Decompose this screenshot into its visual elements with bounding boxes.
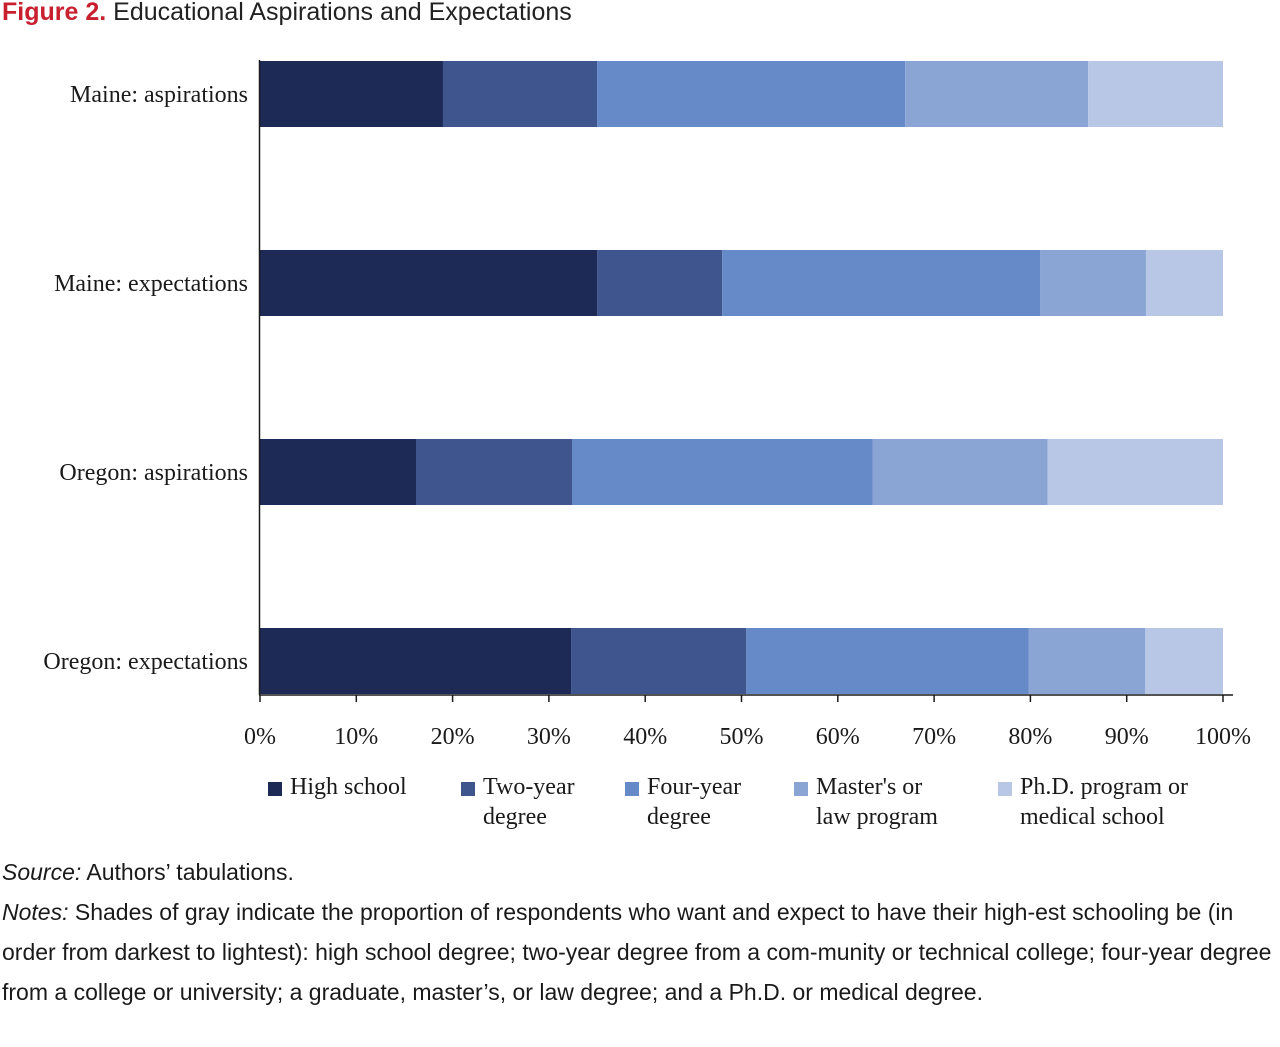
x-tick-label: 20% [431, 724, 475, 750]
bar-segment-0-2 [597, 61, 906, 127]
bar-segment-2-2 [572, 439, 873, 505]
x-tick-label: 0% [244, 724, 276, 750]
notes-paragraph: Notes: Shades of gray indicate the propo… [2, 892, 1278, 1012]
category-labels: Maine: aspirations Maine: expectations Ore… [43, 82, 248, 675]
bar-segment-1-1 [597, 250, 723, 316]
category-label: Oregon: aspirations [59, 460, 248, 486]
category-label: Maine: expectations [54, 271, 248, 297]
figure-title: Figure 2. Educational Aspirations and Ex… [2, 0, 572, 27]
stacked-bar-chart: Maine: aspirations Maine: expectations Ore… [43, 60, 1251, 750]
category-label: Oregon: expectations [43, 649, 248, 675]
bar-segment-3-1 [571, 628, 747, 694]
notes-text: Shades of gray indicate the proportion o… [2, 899, 1272, 1005]
bar-segment-0-3 [905, 61, 1089, 127]
bar-segment-1-4 [1145, 250, 1223, 316]
bar-segment-3-3 [1028, 628, 1145, 694]
legend-swatch [998, 782, 1012, 796]
bar-segment-2-4 [1047, 439, 1223, 505]
bar-segment-3-2 [746, 628, 1029, 694]
notes-block: Source: Authors’ tabulations. Notes: Sha… [2, 852, 1278, 1012]
legend-swatch [461, 782, 475, 796]
x-tick-label: 90% [1105, 724, 1149, 750]
bar-segment-1-2 [722, 250, 1041, 316]
source-text: Authors’ tabulations. [81, 859, 294, 885]
x-axis-ticks: 0% 10% 20% 30% 40% 50% 60% 70% 80% 90% 100% [244, 695, 1251, 750]
source-lead: Source: [2, 859, 82, 885]
legend-label: Master's or law program [816, 774, 938, 830]
x-tick-label: 100% [1195, 724, 1251, 750]
x-tick-label: 60% [816, 724, 860, 750]
bar-segment-0-1 [442, 61, 598, 127]
legend: High school Two-year degree Four-year degree… [0, 772, 1280, 836]
category-label: Maine: aspirations [70, 82, 248, 108]
bar-segment-1-0 [260, 250, 598, 316]
x-tick-label: 10% [334, 724, 378, 750]
legend-swatch [625, 782, 639, 796]
legend-label: High school [290, 774, 407, 800]
bar-segment-2-0 [260, 439, 417, 505]
bar-segment-0-0 [260, 61, 443, 127]
legend-swatch [268, 782, 282, 796]
legend-label: Two-year degree [483, 774, 575, 830]
figure-label: Figure 2. [2, 0, 107, 26]
bar-segment-3-0 [260, 628, 572, 694]
bars-group [260, 61, 1223, 694]
bar-segment-2-3 [872, 439, 1048, 505]
notes-lead: Notes: [2, 899, 69, 925]
bar-segment-3-4 [1145, 628, 1223, 694]
legend-label: Ph.D. program or medical school [1020, 774, 1188, 830]
x-tick-label: 80% [1008, 724, 1052, 750]
x-tick-label: 70% [912, 724, 956, 750]
legend-label: Four-year degree [647, 774, 742, 830]
figure-title-text: Educational Aspirations and Expectations [113, 0, 572, 26]
x-tick-label: 40% [623, 724, 667, 750]
legend-swatch [794, 782, 808, 796]
bar-segment-0-4 [1088, 61, 1223, 127]
x-tick-label: 30% [527, 724, 571, 750]
bar-segment-1-3 [1040, 250, 1146, 316]
x-tick-label: 50% [720, 724, 764, 750]
bar-segment-2-1 [416, 439, 573, 505]
source-line: Source: Authors’ tabulations. [2, 852, 1278, 892]
